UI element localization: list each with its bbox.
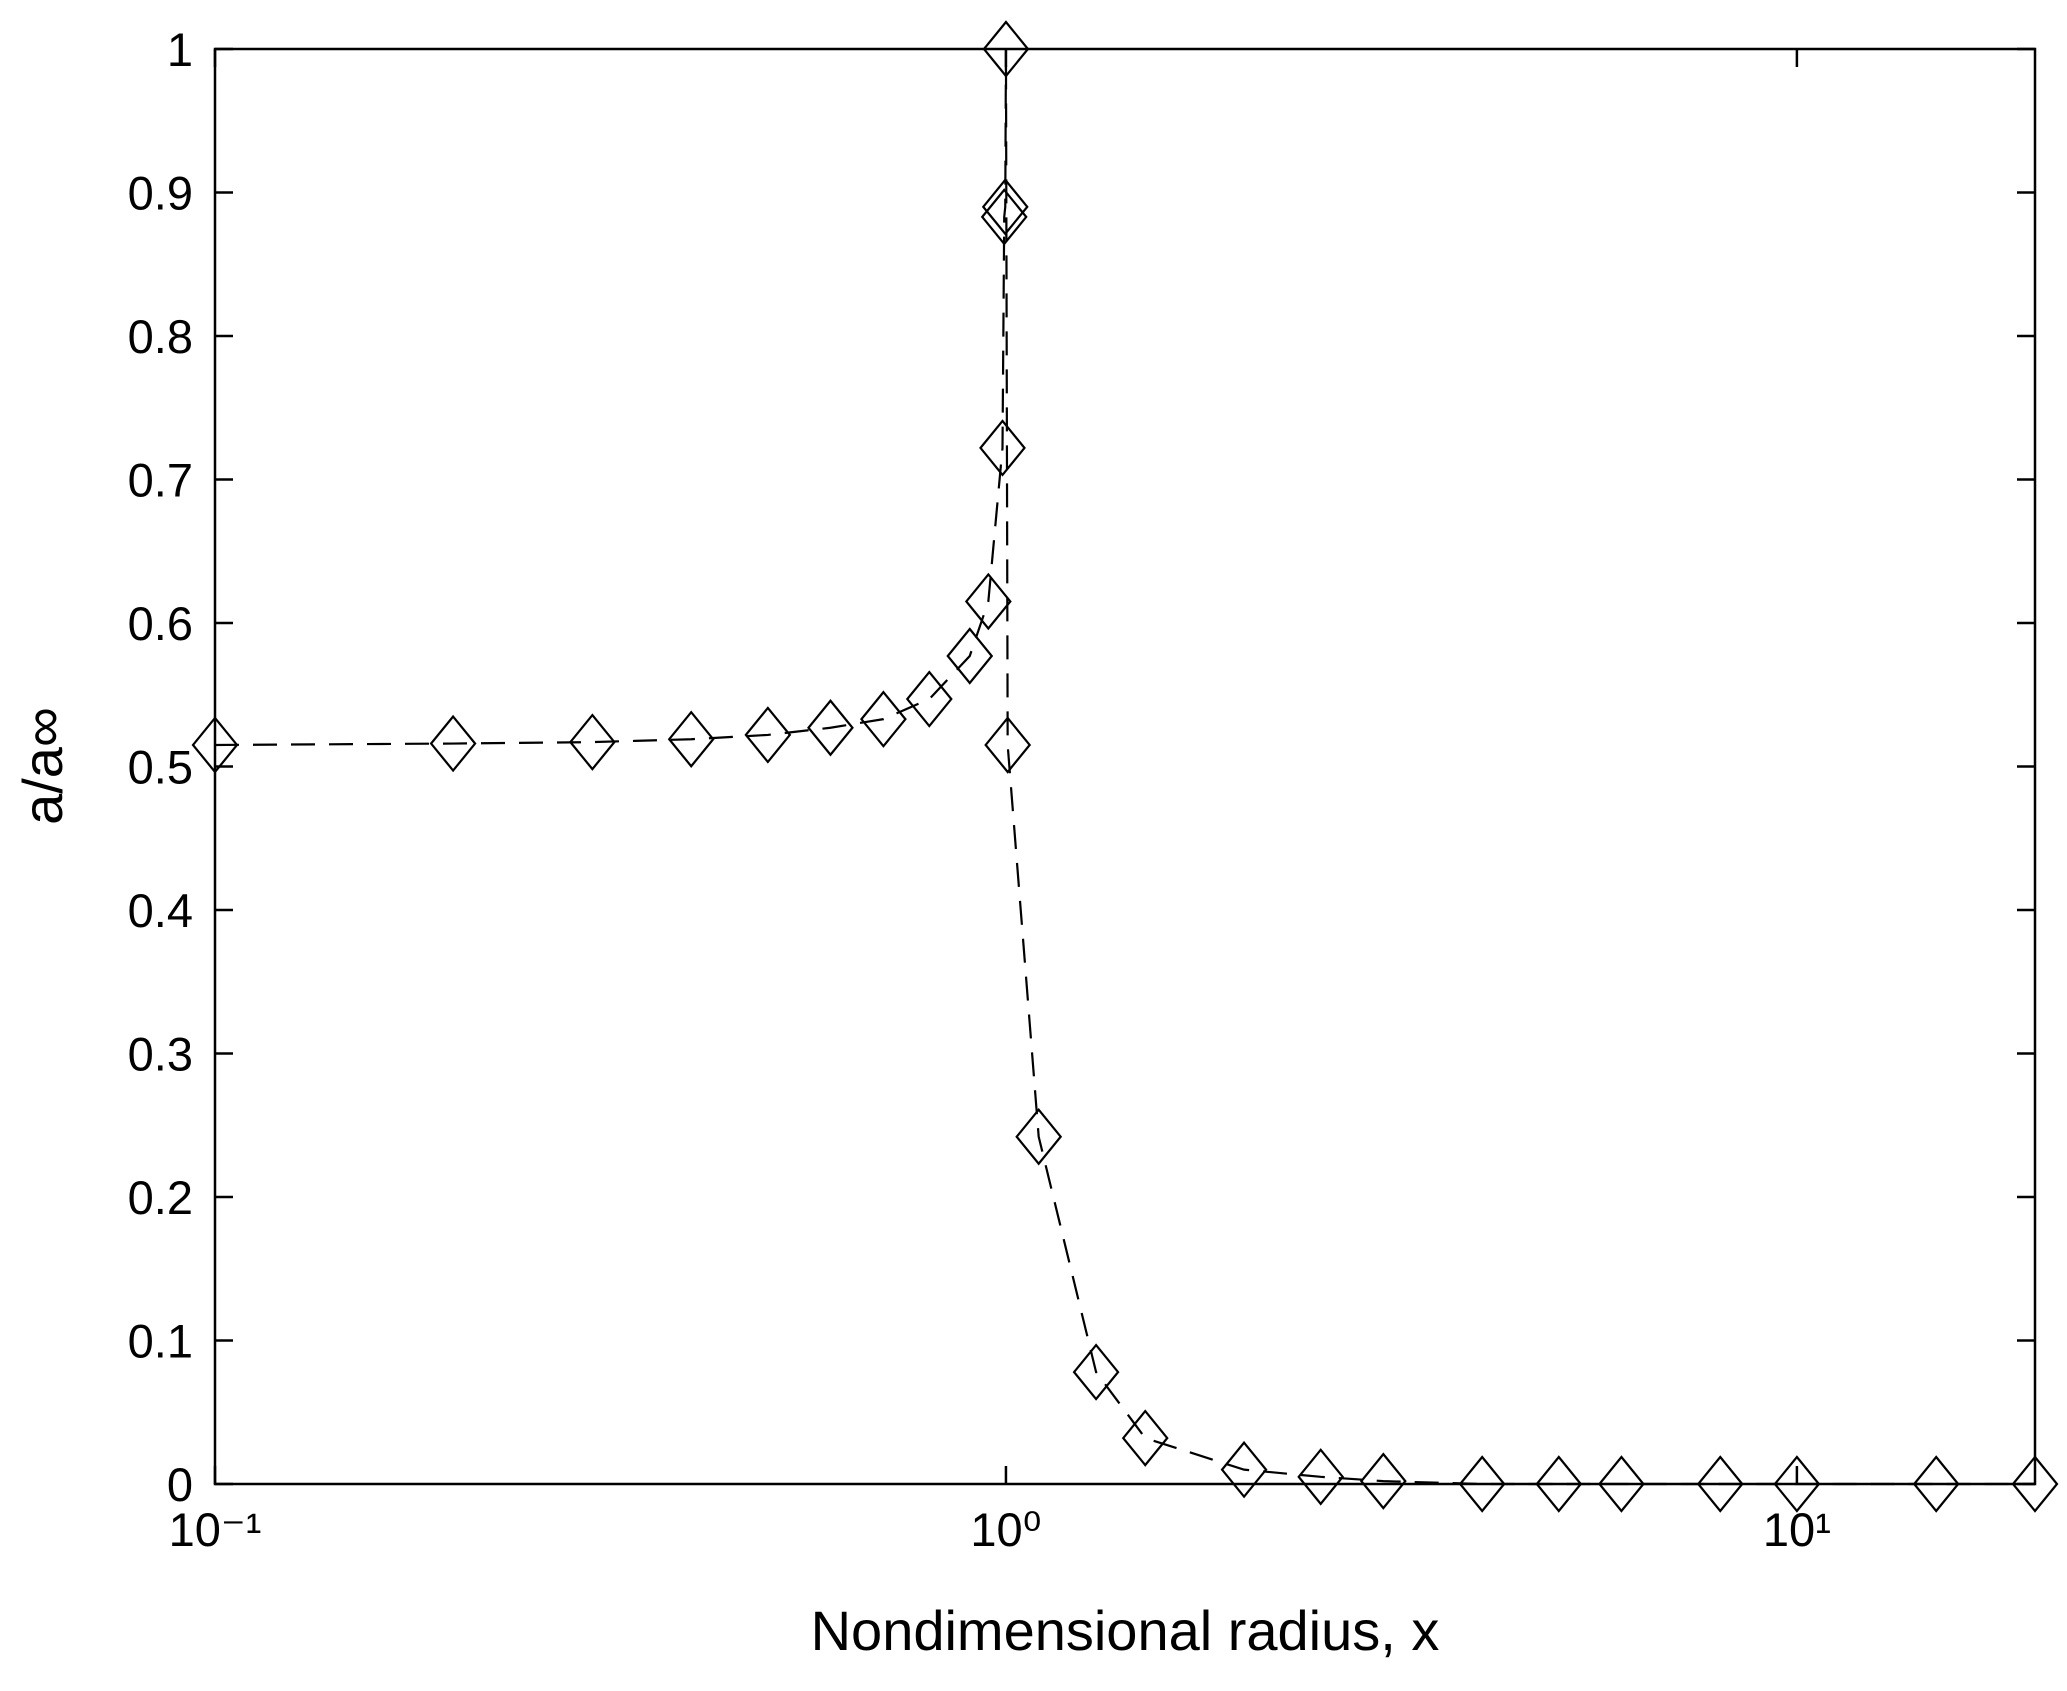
marker xyxy=(1773,1455,1821,1513)
y-tick-label: 0.1 xyxy=(128,1315,193,1368)
y-tick-label: 0.9 xyxy=(128,167,193,220)
marker xyxy=(1015,1107,1063,1166)
marker xyxy=(982,20,1030,78)
y-tick-label: 0.2 xyxy=(128,1171,193,1224)
marker xyxy=(1297,1448,1345,1506)
y-axis-label: a/a∞ xyxy=(11,707,74,825)
marker xyxy=(1121,1409,1169,1467)
plot-frame xyxy=(213,47,2037,1486)
marker xyxy=(981,178,1029,236)
marker xyxy=(980,188,1028,246)
marker xyxy=(191,716,239,774)
marker xyxy=(667,710,715,768)
y-tick-label: 0.8 xyxy=(128,310,193,363)
data-line xyxy=(214,48,2035,1486)
y-tick-label: 0.3 xyxy=(128,1028,193,1081)
x-axis-label: Nondimensional radius, x xyxy=(811,1599,1440,1662)
marker xyxy=(1535,1455,1583,1513)
y-tick-label: 0.5 xyxy=(128,741,193,794)
marker xyxy=(2011,1455,2059,1513)
y-tick-label: 0.7 xyxy=(128,454,193,507)
x-tick-label: 10⁻¹ xyxy=(169,1503,262,1556)
marker xyxy=(1598,1455,1645,1513)
marker xyxy=(979,419,1026,477)
marker xyxy=(905,670,953,728)
marker xyxy=(946,627,994,685)
marker xyxy=(1912,1455,1960,1513)
marker xyxy=(1458,1455,1506,1513)
marker xyxy=(568,713,616,771)
marker xyxy=(429,714,477,773)
marker xyxy=(744,706,792,764)
marker xyxy=(807,699,854,757)
marker xyxy=(984,716,1032,774)
marker xyxy=(1696,1455,1744,1513)
y-tick-label: 0.6 xyxy=(128,597,193,650)
marker xyxy=(1359,1452,1407,1510)
y-tick-label: 0 xyxy=(167,1458,193,1511)
y-tick-label: 1 xyxy=(167,23,193,76)
marker xyxy=(1220,1440,1268,1499)
marker xyxy=(860,690,907,748)
y-tick-label: 0.4 xyxy=(128,884,193,937)
x-tick-label: 10⁰ xyxy=(970,1503,1041,1556)
marker xyxy=(1072,1343,1120,1401)
marker xyxy=(964,572,1012,631)
